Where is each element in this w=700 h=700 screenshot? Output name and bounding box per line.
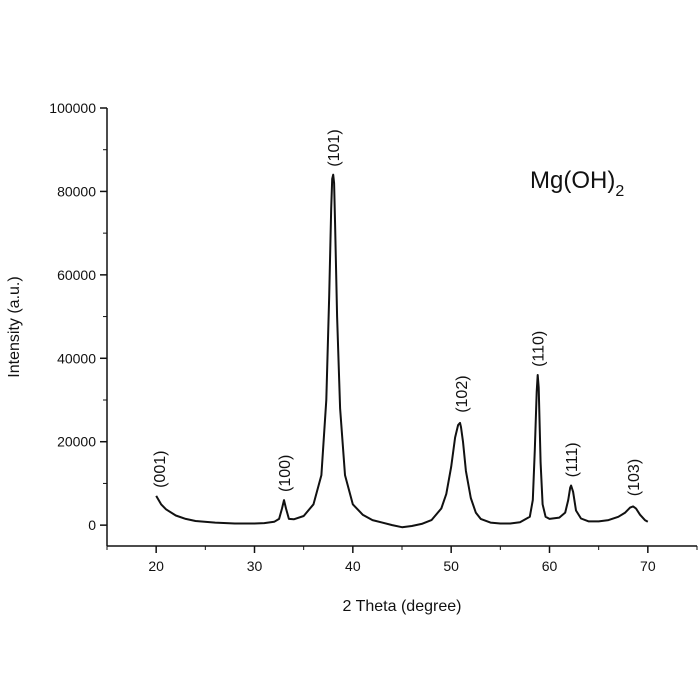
x-axis-ticks: 20 30 40 50 60 70 [106,546,698,574]
peak-label: (102) [454,375,471,412]
x-axis-title: 2 Theta (degree) [343,598,462,615]
x-tick-label: 40 [345,558,361,574]
peak-label: (110) [531,331,548,367]
peak-label: (111) [564,442,581,477]
x-tick-label: 60 [542,558,558,574]
compound-annotation-subscript: 2 [615,183,624,200]
x-tick-label: 30 [247,558,263,574]
y-tick-label: 80000 [57,183,96,199]
y-tick-label: 100000 [49,100,96,116]
x-tick-label: 70 [640,558,656,574]
peak-labels: (001) (100) (101) (102) (110) (111) (103) [152,129,643,496]
x-tick-label: 20 [148,558,164,574]
peak-label: (101) [326,129,343,166]
compound-annotation: Mg(OH)2 [530,167,624,200]
y-axis-title: Intensity (a.u.) [6,276,23,377]
y-tick-label: 60000 [57,267,96,283]
y-tick-label: 0 [88,517,96,533]
y-axis-ticks: 0 20000 40000 60000 80000 100000 [49,100,107,533]
compound-annotation-text: Mg(OH) [530,167,615,194]
plot-area: 20 30 40 50 60 70 0 20000 40000 60000 80000 100000… [49,100,698,574]
series-line [155,173,649,529]
peak-label: (103) [626,459,643,496]
x-tick-label: 50 [443,558,459,574]
peak-label: (100) [277,455,294,492]
peak-label: (001) [152,451,169,488]
y-tick-label: 20000 [57,434,96,450]
y-tick-label: 40000 [57,350,96,366]
